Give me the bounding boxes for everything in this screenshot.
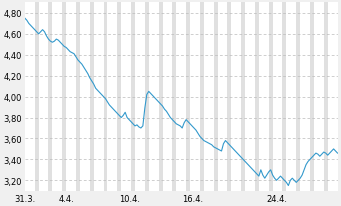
Bar (62, 4, 66, 191)
Bar (227, 4, 231, 191)
Bar (117, 4, 121, 191)
Bar (131, 4, 135, 191)
Bar (145, 4, 149, 191)
Bar (214, 4, 218, 191)
Bar (159, 4, 163, 191)
Bar (35, 4, 39, 191)
Bar (282, 4, 286, 191)
Bar (90, 4, 94, 191)
Bar (200, 4, 204, 191)
Bar (104, 4, 107, 191)
Bar (255, 4, 259, 191)
Bar (324, 4, 328, 191)
Bar (310, 4, 314, 191)
Bar (76, 4, 80, 191)
Bar (269, 4, 273, 191)
Bar (48, 4, 53, 191)
Bar (296, 4, 300, 191)
Bar (338, 4, 340, 191)
Bar (172, 4, 176, 191)
Bar (186, 4, 190, 191)
Bar (241, 4, 245, 191)
